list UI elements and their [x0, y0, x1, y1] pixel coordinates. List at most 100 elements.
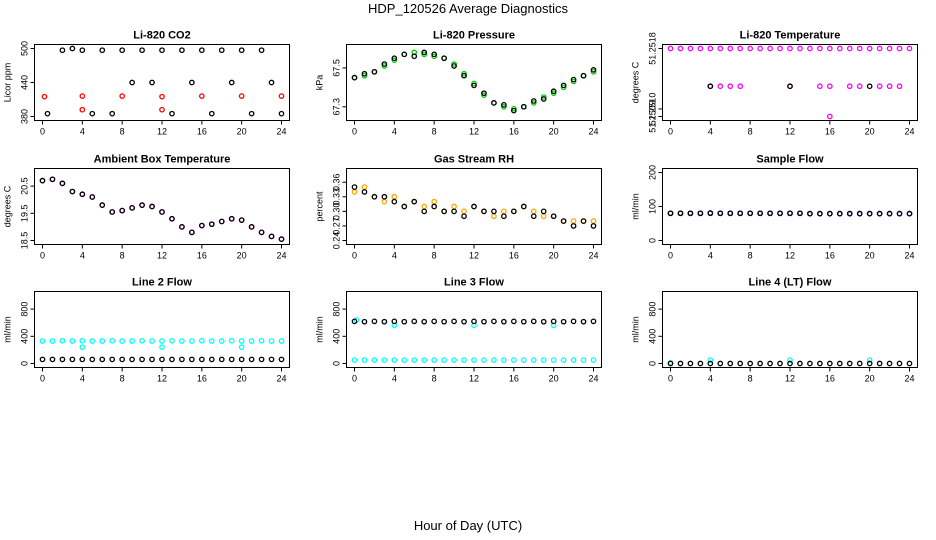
y-tick-label: 0: [648, 361, 658, 366]
data-point: [179, 47, 185, 54]
data-point: [159, 47, 165, 54]
x-tick-label: 4: [80, 251, 85, 261]
data-point: [129, 356, 135, 363]
data-point: [198, 93, 205, 99]
y-tick-label: 500: [20, 41, 30, 56]
data-point: [89, 338, 96, 344]
data-point: [421, 203, 428, 210]
x-tick-label: 12: [469, 374, 479, 384]
y-axis-label: ml/min: [631, 316, 641, 343]
data-point: [248, 356, 255, 363]
data-point: [441, 318, 447, 325]
data-point: [258, 47, 265, 54]
y-tick-label: 380: [20, 109, 30, 124]
x-tick-label: 16: [825, 127, 835, 137]
data-point: [727, 360, 734, 367]
data-point: [687, 210, 694, 217]
data-point: [361, 318, 368, 325]
y-tick-label: 51.2518: [648, 32, 658, 65]
x-tick-label: 20: [549, 251, 559, 261]
data-point: [451, 318, 457, 325]
data-point: [520, 203, 527, 210]
data-point: [540, 96, 547, 102]
data-point: [906, 360, 913, 367]
x-tick-label: 16: [509, 127, 519, 137]
series-black: [39, 176, 285, 242]
data-point: [371, 68, 378, 75]
x-axis-label: Hour of Day (UTC): [413, 518, 523, 533]
data-point: [580, 318, 587, 325]
data-point: [570, 318, 577, 325]
plot-frame: [346, 44, 602, 121]
series-black: [44, 45, 285, 117]
data-point: [99, 338, 106, 344]
data-point: [109, 209, 116, 215]
data-point: [198, 337, 205, 344]
data-point: [580, 357, 587, 363]
data-point: [109, 356, 116, 363]
data-point: [807, 360, 813, 367]
data-point: [149, 79, 155, 86]
x-tick-label: 0: [668, 374, 673, 384]
series-black: [351, 49, 597, 114]
data-point: [787, 210, 793, 217]
data-point: [391, 193, 398, 200]
data-point: [258, 337, 265, 344]
data-point: [401, 203, 408, 210]
data-point: [501, 318, 507, 325]
data-point: [411, 53, 418, 60]
x-tick-label: 0: [352, 251, 357, 261]
x-tick-label: 16: [197, 374, 207, 384]
data-point: [208, 356, 215, 363]
series-black: [351, 318, 597, 325]
data-point: [707, 83, 714, 90]
data-point: [451, 203, 457, 210]
x-tick-label: 8: [120, 127, 125, 137]
data-point: [777, 45, 783, 52]
data-point: [817, 210, 823, 217]
x-tick-label: 24: [904, 251, 914, 261]
data-point: [159, 344, 165, 351]
y-tick-label: 20.5: [20, 177, 30, 195]
x-tick-label: 20: [549, 127, 559, 137]
y-tick-label: 67.5: [332, 59, 342, 77]
data-point: [501, 101, 507, 108]
data-point: [371, 318, 378, 325]
data-point: [431, 198, 438, 205]
data-point: [451, 63, 457, 69]
x-tick-label: 24: [276, 374, 286, 384]
data-point: [99, 47, 106, 54]
data-point: [89, 194, 96, 200]
data-point: [391, 57, 398, 64]
y-tick-label: 0: [332, 361, 342, 366]
data-point: [109, 110, 116, 117]
x-tick-label: 20: [237, 374, 247, 384]
data-point: [69, 338, 76, 344]
y-tick-label: 800: [20, 302, 30, 317]
y-tick-label: 400: [648, 329, 658, 344]
data-point: [896, 360, 903, 367]
data-point: [159, 106, 165, 113]
x-tick-label: 8: [432, 374, 437, 384]
data-point: [856, 360, 863, 367]
data-point: [189, 356, 195, 363]
data-point: [69, 356, 76, 363]
panel-8: Line 3 Flow ml/min 0 4 8 12 16 20 24 0 400 800: [315, 277, 602, 384]
data-point: [530, 98, 537, 104]
data-point: [590, 357, 597, 363]
data-point: [431, 203, 438, 210]
data-point: [461, 357, 467, 363]
data-point: [501, 208, 507, 215]
data-point: [421, 318, 428, 325]
panel-7: Line 2 Flow ml/min 0 4 8 12 16 20 24 0 400 800: [3, 277, 290, 384]
x-tick-label: 4: [80, 127, 85, 137]
data-point: [119, 338, 126, 344]
data-point: [278, 338, 285, 344]
data-point: [431, 357, 438, 363]
data-point: [530, 100, 537, 106]
data-point: [501, 213, 507, 220]
data-point: [767, 45, 773, 52]
data-point: [228, 215, 235, 222]
data-point: [431, 318, 438, 325]
x-tick-label: 12: [785, 251, 795, 261]
